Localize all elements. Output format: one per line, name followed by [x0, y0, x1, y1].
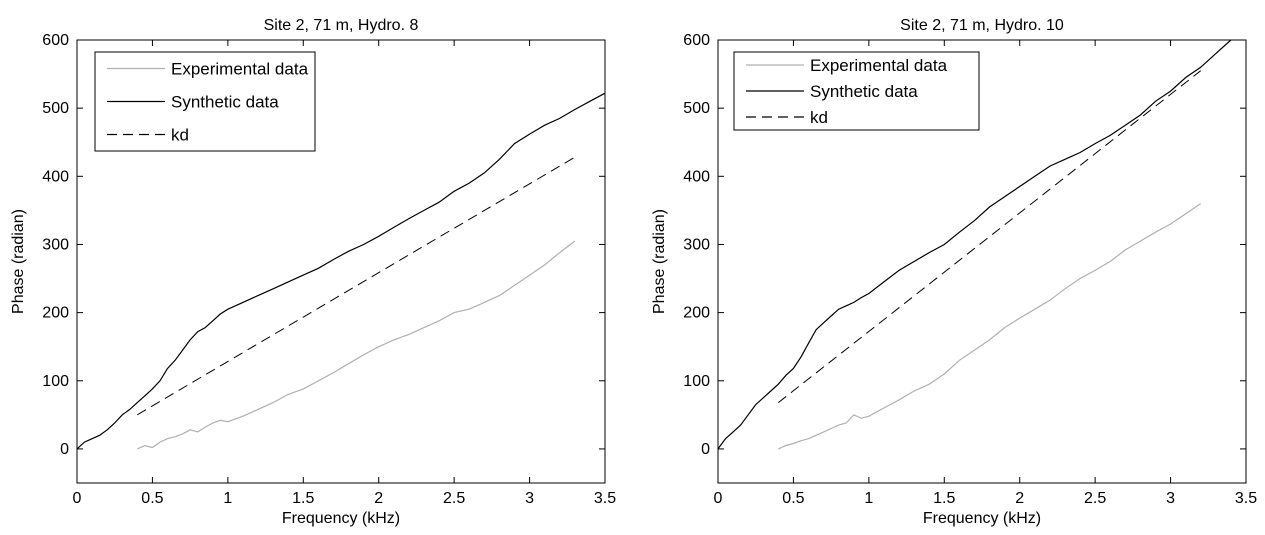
x-tick-label: 2.5	[1084, 490, 1106, 507]
x-tick-label: 3	[525, 490, 534, 507]
legend-label: Synthetic data	[810, 82, 918, 101]
series-line-kd	[137, 156, 576, 416]
chart-panel-left: Site 2, 71 m, Hydro. 8 0 0.5 1 1.5 2 2.5 3 3.5 0 1…	[10, 17, 616, 527]
legend-label: kd	[171, 126, 189, 145]
x-tick-label: 2	[374, 490, 383, 507]
legend-label: kd	[810, 108, 828, 127]
y-tick-label: 300	[42, 236, 69, 253]
y-tick-label: 100	[683, 373, 710, 390]
x-tick-label: 2	[1015, 490, 1024, 507]
chart-panel-right: Site 2, 71 m, Hydro. 10 0 0.5 1 1.5 2 2.5 3 3.5 0…	[651, 17, 1257, 527]
chart-title: Site 2, 71 m, Hydro. 10	[900, 17, 1064, 34]
chart-title: Site 2, 71 m, Hydro. 8	[264, 17, 419, 34]
y-tick-label: 0	[60, 441, 69, 458]
series-line-experimental-data	[778, 203, 1202, 450]
x-tick-label: 1	[223, 490, 232, 507]
x-tick-label: 0.5	[782, 490, 804, 507]
x-tick-label: 3	[1166, 490, 1175, 507]
y-tick-label: 100	[42, 373, 69, 390]
y-tick-label: 500	[42, 100, 69, 117]
x-axis-label: Frequency (kHz)	[923, 510, 1041, 527]
x-tick-label: 1.5	[933, 490, 955, 507]
x-tick-label: 1	[864, 490, 873, 507]
y-tick-label: 0	[701, 441, 710, 458]
y-tick-label: 400	[42, 168, 69, 185]
y-axis-label: Phase (radian)	[10, 209, 27, 314]
legend-label: Synthetic data	[171, 93, 279, 112]
y-tick-label: 500	[683, 100, 710, 117]
x-tick-label: 0.5	[141, 490, 163, 507]
x-tick-label: 1.5	[292, 490, 314, 507]
series-line-kd	[777, 70, 1202, 403]
y-tick-label: 600	[42, 32, 69, 49]
x-tick-label: 0	[714, 490, 723, 507]
y-tick-label: 400	[683, 168, 710, 185]
y-axis-label: Phase (radian)	[651, 209, 668, 314]
x-tick-label: 2.5	[443, 490, 465, 507]
x-axis-label: Frequency (kHz)	[282, 510, 400, 527]
series-line-synthetic-data	[717, 39, 1232, 450]
y-tick-label: 200	[683, 305, 710, 322]
legend-label: Experimental data	[171, 60, 309, 79]
x-tick-label: 3.5	[1235, 490, 1257, 507]
y-tick-label: 200	[42, 305, 69, 322]
series-line-synthetic-data	[76, 92, 606, 450]
x-tick-label: 0	[73, 490, 82, 507]
legend-label: Experimental data	[810, 56, 948, 75]
y-tick-label: 300	[683, 236, 710, 253]
y-tick-label: 600	[683, 32, 710, 49]
x-tick-label: 3.5	[594, 490, 616, 507]
series-line-experimental-data	[137, 240, 576, 450]
